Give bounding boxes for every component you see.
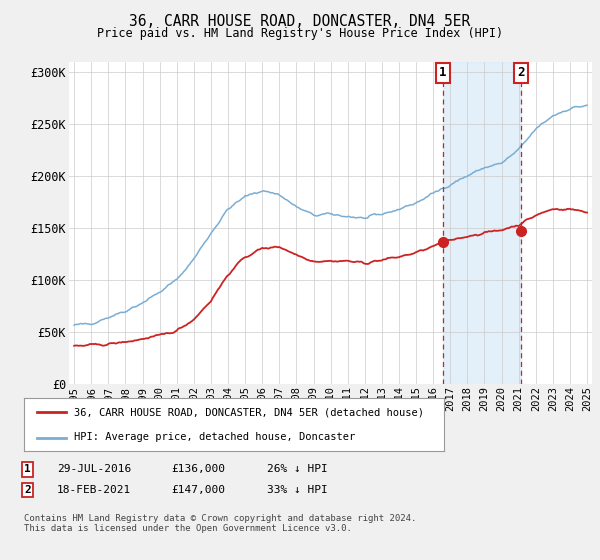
- Text: £147,000: £147,000: [171, 485, 225, 495]
- Text: Price paid vs. HM Land Registry's House Price Index (HPI): Price paid vs. HM Land Registry's House …: [97, 27, 503, 40]
- Text: Contains HM Land Registry data © Crown copyright and database right 2024.
This d: Contains HM Land Registry data © Crown c…: [24, 514, 416, 534]
- Text: 1: 1: [24, 464, 31, 474]
- Text: 29-JUL-2016: 29-JUL-2016: [57, 464, 131, 474]
- Text: 1: 1: [439, 67, 447, 80]
- Text: 26% ↓ HPI: 26% ↓ HPI: [267, 464, 328, 474]
- Text: 33% ↓ HPI: 33% ↓ HPI: [267, 485, 328, 495]
- Text: 36, CARR HOUSE ROAD, DONCASTER, DN4 5ER: 36, CARR HOUSE ROAD, DONCASTER, DN4 5ER: [130, 14, 470, 29]
- Text: 2: 2: [517, 67, 524, 80]
- Bar: [443, 62, 521, 384]
- Text: 18-FEB-2021: 18-FEB-2021: [57, 485, 131, 495]
- Text: 2: 2: [24, 485, 31, 495]
- Text: £136,000: £136,000: [171, 464, 225, 474]
- Text: HPI: Average price, detached house, Doncaster: HPI: Average price, detached house, Donc…: [74, 432, 356, 442]
- Text: 36, CARR HOUSE ROAD, DONCASTER, DN4 5ER (detached house): 36, CARR HOUSE ROAD, DONCASTER, DN4 5ER …: [74, 408, 424, 418]
